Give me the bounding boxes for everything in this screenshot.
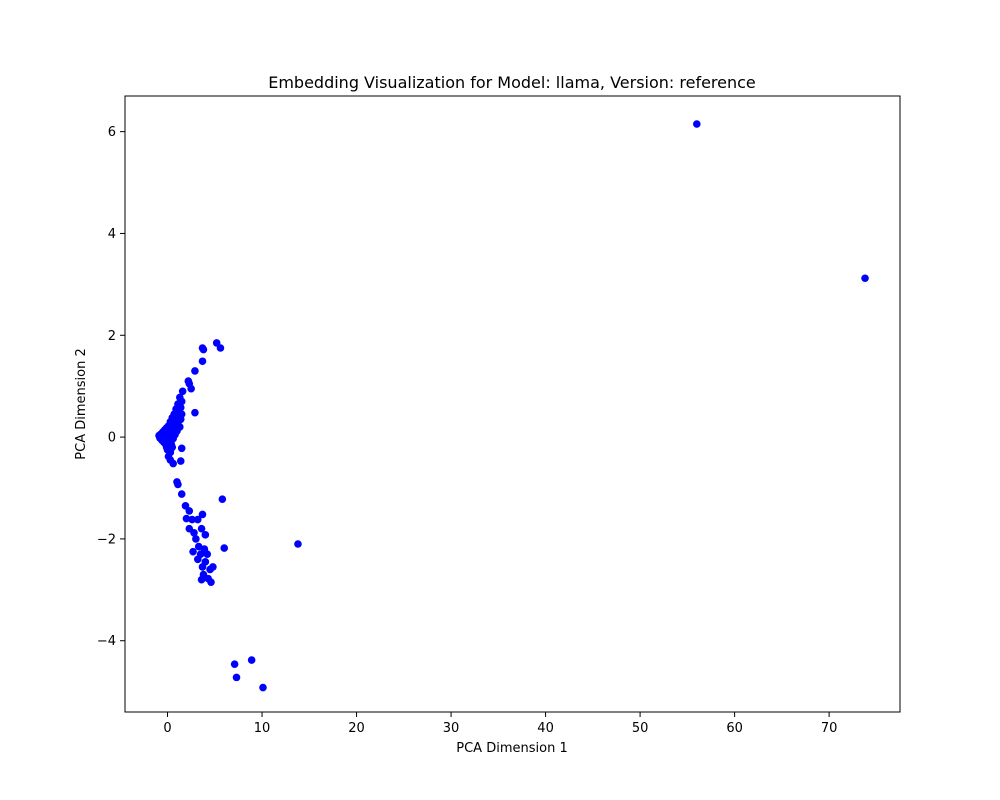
y-tick-label: 6 [108, 125, 116, 140]
x-axis-label: PCA Dimension 1 [456, 741, 567, 756]
data-point [216, 344, 225, 352]
x-tick-label: 50 [632, 721, 649, 736]
data-point [232, 673, 241, 682]
data-point [230, 660, 239, 668]
data-point [194, 542, 203, 551]
y-tick-label: 0 [108, 431, 116, 446]
data-point [259, 683, 267, 692]
data-point [198, 357, 207, 366]
x-tick-label: 20 [348, 721, 365, 736]
plot-frame [124, 95, 901, 713]
chart-title: Embedding Visualization for Model: llama… [268, 73, 756, 92]
data-point [178, 387, 187, 396]
data-point [191, 408, 199, 417]
data-point [190, 529, 198, 537]
data-point [177, 444, 186, 453]
data-point [207, 578, 215, 586]
data-point [198, 563, 207, 571]
data-point [188, 515, 196, 524]
y-axis-ticks: −4 −2 0 2 4 6 [97, 125, 125, 649]
y-tick-label: −2 [97, 532, 116, 547]
data-point [220, 544, 229, 552]
data-point [203, 550, 212, 558]
data-point [197, 524, 206, 533]
y-axis-label: PCA Dimension 2 [74, 348, 89, 459]
data-point [174, 480, 182, 489]
x-tick-label: 10 [254, 721, 271, 736]
x-axis-ticks: 0 10 20 30 40 50 60 70 [163, 712, 837, 736]
data-point [218, 495, 227, 504]
data-point [187, 384, 195, 393]
data-point [193, 555, 202, 564]
data-point [247, 656, 256, 664]
data-point [169, 459, 177, 468]
data-point [182, 514, 191, 523]
x-tick-label: 60 [726, 721, 743, 736]
x-tick-label: 70 [821, 721, 838, 736]
data-point [209, 563, 217, 571]
x-tick-label: 0 [163, 721, 171, 736]
data-point [193, 515, 202, 524]
data-point [199, 345, 208, 354]
data-point [191, 367, 199, 375]
data-point [197, 575, 206, 584]
data-point [201, 531, 210, 539]
data-point [176, 457, 185, 465]
data-point [189, 547, 197, 556]
data-point [861, 274, 869, 283]
y-tick-label: −4 [97, 634, 116, 649]
data-point [177, 490, 186, 498]
data-points [155, 120, 869, 692]
data-point [192, 535, 200, 543]
data-point [198, 510, 207, 519]
data-point [185, 507, 194, 515]
data-point [693, 120, 701, 128]
x-tick-label: 30 [443, 721, 460, 736]
data-point [294, 540, 302, 548]
y-tick-label: 4 [108, 227, 116, 242]
x-tick-label: 40 [537, 721, 554, 736]
y-tick-label: 2 [108, 329, 116, 344]
